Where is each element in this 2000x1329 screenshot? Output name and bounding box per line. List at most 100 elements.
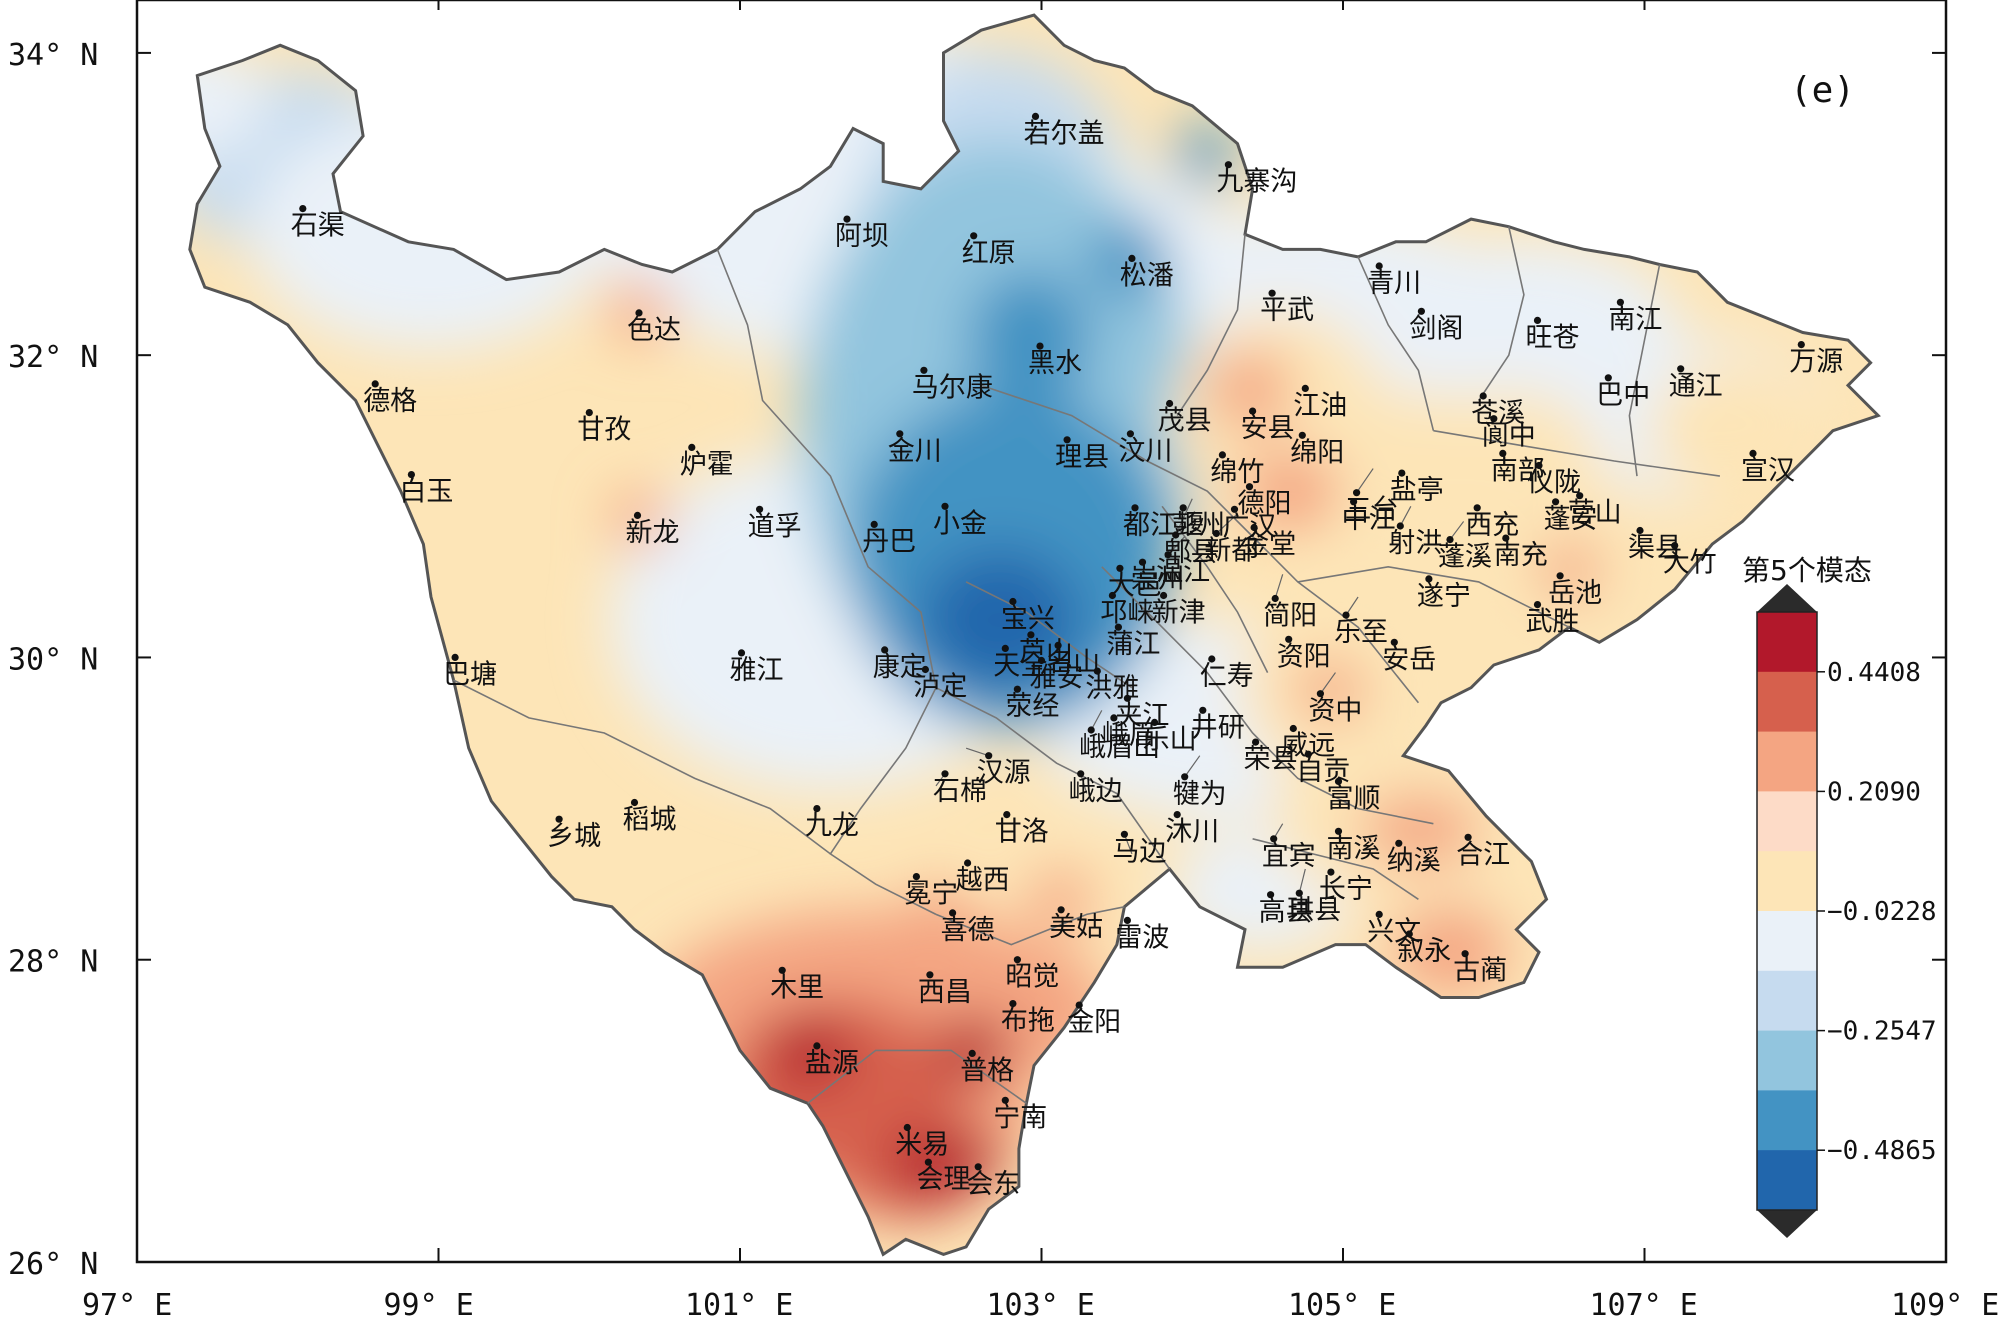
longitude-tick-labels: 97° E 99° E 101° E 103° E 105° E 107° E 109° E <box>82 1288 1999 1323</box>
station-label: 峨边 <box>1069 776 1123 807</box>
station-dot <box>1398 469 1406 477</box>
station-label: 美姑 <box>1049 912 1103 943</box>
station-label: 色达 <box>627 315 681 346</box>
station-label: 古蔺 <box>1453 956 1507 987</box>
leader-line <box>965 747 989 757</box>
county-border-line <box>1478 226 1525 401</box>
station-dot <box>1075 1001 1083 1009</box>
station-dot <box>1009 1000 1017 1008</box>
colorbar-segment <box>1757 1090 1817 1151</box>
station-label: 布拖 <box>1001 1006 1055 1037</box>
station-label: 郫县 <box>1164 537 1218 568</box>
station-dot <box>1535 461 1543 470</box>
station-dot <box>1166 399 1174 408</box>
station-label: 马边 <box>1112 836 1166 867</box>
leader-line <box>1399 506 1412 527</box>
leader-line <box>1319 672 1336 695</box>
station-label: 芦山 <box>1019 637 1073 668</box>
station-dot <box>756 505 764 513</box>
station-label: 岳池 <box>1548 578 1602 609</box>
colorbar-segment <box>1757 731 1817 792</box>
station-label: 营山 <box>1568 498 1622 529</box>
station-dot <box>1270 835 1278 843</box>
station-dot <box>985 752 993 760</box>
station-dot <box>1108 591 1116 600</box>
station-dot <box>1208 655 1216 663</box>
station-dot <box>555 815 563 823</box>
colorbar-segment <box>1757 1030 1817 1091</box>
station-dot <box>1249 407 1257 415</box>
station-dot <box>881 646 889 654</box>
colorbar-segment <box>1757 970 1817 1032</box>
station-dot <box>1087 726 1095 734</box>
station-dot <box>1093 667 1101 675</box>
station-label: 金阳 <box>1067 1007 1121 1038</box>
station-dot <box>1395 839 1403 847</box>
station-dot <box>1533 601 1542 609</box>
colorbar-segment <box>1757 851 1817 912</box>
station-label: 米易 <box>895 1130 949 1161</box>
station-label: 仪陇 <box>1527 468 1581 499</box>
station-label: 蒲江 <box>1106 629 1160 660</box>
station-dot <box>964 859 972 867</box>
station-dot <box>968 1049 976 1057</box>
station-label: 纳溪 <box>1387 845 1441 876</box>
station-label: 长宁 <box>1319 874 1373 905</box>
leader-line <box>1449 521 1465 540</box>
county-border-line <box>1628 264 1661 477</box>
station-dot <box>924 1158 933 1166</box>
station-label: 康定 <box>873 652 927 683</box>
station-dot <box>1036 342 1044 350</box>
station-label: 白玉 <box>399 477 453 508</box>
station-dot <box>1749 449 1757 457</box>
station-dot <box>1353 489 1361 497</box>
station-label: 巴塘 <box>443 659 497 690</box>
county-border-line <box>807 1049 1027 1104</box>
station-label: 盐亭 <box>1390 475 1444 506</box>
station-label: 盐源 <box>805 1048 859 1079</box>
station-label: 小金 <box>933 508 987 539</box>
station-dot <box>1173 811 1181 819</box>
station-dot <box>1304 750 1312 758</box>
station-label: 昭觉 <box>1005 962 1059 993</box>
station-dot <box>1054 641 1062 650</box>
station-dot <box>1316 690 1324 698</box>
county-border-line <box>1433 429 1721 477</box>
station-label: 宁南 <box>993 1102 1047 1133</box>
station-label: 荣县 <box>1244 744 1298 775</box>
station-dot <box>1285 635 1293 643</box>
station-dot <box>1151 718 1159 727</box>
frame-ticks <box>136 0 1947 1263</box>
station-dot <box>1271 594 1279 603</box>
county-borders <box>453 226 1721 1104</box>
station-label: 德阳 <box>1238 489 1292 520</box>
lat-tick-label: 28° N <box>8 945 98 980</box>
station-label: 若尔盖 <box>1024 118 1105 149</box>
station-dot <box>1027 631 1035 639</box>
station-label: 茂县 <box>1158 406 1212 437</box>
station-label: 乡城 <box>547 821 601 852</box>
station-dot <box>688 443 696 451</box>
station-label: 富顺 <box>1327 783 1381 814</box>
station-dot <box>1212 529 1220 538</box>
station-dot <box>1120 830 1128 838</box>
station-label: 通江 <box>1669 371 1723 402</box>
leader-line <box>1274 574 1284 599</box>
station-dot <box>1268 289 1276 297</box>
leader-line <box>1090 710 1103 731</box>
station-dot <box>1375 910 1383 919</box>
station-label: 大邑 <box>1108 570 1162 601</box>
station-label: 中江 <box>1342 504 1396 535</box>
station-dot <box>1396 522 1404 530</box>
station-dot <box>1671 542 1679 550</box>
station-label: 宝兴 <box>1001 604 1055 635</box>
station-dot <box>1604 374 1612 382</box>
colorbar-tick-label: 0.4408 <box>1827 658 1921 688</box>
station-dot <box>1298 431 1306 439</box>
station-dot <box>1123 916 1131 925</box>
station-label: 红原 <box>962 238 1016 269</box>
station-label: 大竹 <box>1663 548 1717 579</box>
station-label: 乐山 <box>1143 724 1197 755</box>
station-label: 天全 <box>993 650 1047 681</box>
